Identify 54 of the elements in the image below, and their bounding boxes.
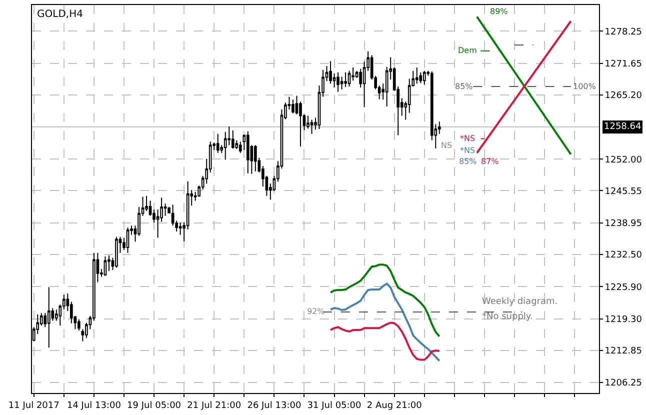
y-tick-label: 1225.90 (604, 282, 642, 293)
x-tick-label: 21 Jul 21:00 (187, 400, 242, 411)
annotation: *No supply. (482, 312, 533, 322)
y-tick-label: 1278.25 (604, 27, 642, 38)
candlestick (115, 236, 118, 268)
candlestick (340, 76, 344, 90)
candlestick (422, 70, 426, 86)
candlestick (78, 318, 80, 332)
annotation: NS (441, 141, 452, 150)
line-series (330, 264, 440, 338)
annotation: *NS (460, 146, 476, 155)
candlestick (329, 60, 332, 84)
annotation: 85% (459, 157, 478, 166)
candlestick (310, 119, 314, 134)
candlestick (246, 130, 250, 174)
candlestick (231, 130, 234, 149)
y-tick-label: 1265.20 (604, 90, 642, 101)
candlestick (415, 66, 418, 84)
annotation: 100% (573, 82, 596, 91)
annotation: *NS (460, 134, 476, 143)
y-tick-label: 1252.00 (604, 155, 642, 166)
candlestick (292, 99, 294, 114)
candlestick (336, 72, 340, 92)
x-tick-label: 2 Aug 21:00 (366, 400, 422, 411)
line-series (330, 322, 440, 361)
x-tick-label: 14 Jul 13:00 (66, 400, 122, 411)
line-series (330, 282, 440, 362)
ref-line-label: 1258.64 (604, 122, 642, 132)
annotation: Weekly diagram. (482, 297, 558, 307)
y-tick-label: 1206.25 (604, 378, 642, 389)
y-tick-label: 1232.50 (604, 250, 642, 261)
annotation: 87% (481, 157, 500, 166)
x-tick-label: 26 Jul 13:00 (247, 400, 302, 411)
x-tick-label: 19 Jul 05:00 (127, 400, 182, 411)
annotation: 92% (307, 307, 326, 316)
candlestick (104, 256, 107, 276)
candlestick (344, 72, 347, 88)
x-tick-label: 31 Jul 05:00 (307, 400, 362, 411)
chart-title: GOLD,H4 (37, 9, 83, 20)
annotation: Dem (458, 46, 478, 55)
annotation: 85% (455, 82, 474, 91)
candlestick (419, 72, 422, 84)
candlestick (254, 144, 257, 172)
candlestick (216, 133, 220, 154)
annotation: 89% (490, 7, 508, 16)
y-tick-label: 1245.55 (604, 186, 642, 197)
candlestick (47, 286, 50, 348)
x-tick-label: 11 Jul 2017 (8, 400, 60, 411)
y-tick-label: 1238.95 (604, 219, 642, 230)
candlestick (126, 227, 130, 254)
candlestick (348, 70, 351, 87)
y-tick-label: 1271.65 (604, 59, 642, 70)
y-tick-label: 1219.30 (604, 314, 642, 325)
y-tick-label: 1212.85 (604, 346, 642, 356)
